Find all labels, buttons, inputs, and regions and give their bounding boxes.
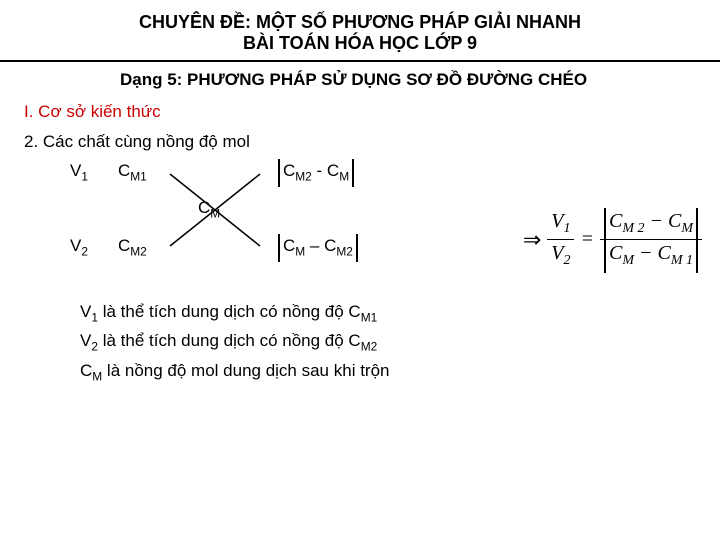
subheader: Dạng 5: PHƯƠNG PHÁP SỬ DỤNG SƠ ĐỒ ĐƯỜNG … (0, 62, 720, 96)
result-formula: ⇒ V1 V2 = CM 2 − CM CM − CM 1 (523, 210, 702, 269)
page-title: CHUYÊN ĐỀ: MỘT SỐ PHƯƠNG PHÁP GIẢI NHANH… (0, 0, 720, 62)
explain-line-3: CM là nồng độ mol dung dịch sau khi trộn (80, 357, 720, 386)
equals-sign: = (580, 228, 594, 251)
section-2-heading: 2. Các chất cùng nồng độ mol (0, 126, 720, 156)
label-v2: V2 (70, 236, 88, 258)
explain-line-2: V2 là thể tích dung dịch có nồng độ CM2 (80, 327, 720, 356)
diff-top: CM2 - CM (278, 161, 354, 183)
label-v1: V1 (70, 161, 88, 183)
label-cm2: CM2 (118, 236, 147, 258)
rhs-fraction: CM 2 − CM CM − CM 1 (600, 210, 702, 269)
title-line2: BÀI TOÁN HÓA HỌC LỚP 9 (243, 33, 477, 53)
title-line1: CHUYÊN ĐỀ: MỘT SỐ PHƯƠNG PHÁP GIẢI NHANH (139, 12, 581, 32)
lhs-fraction: V1 V2 (547, 210, 574, 269)
explanation-block: V1 là thể tích dung dịch có nồng độ CM1 … (0, 286, 720, 386)
diff-bottom: CM – CM2 (278, 236, 358, 258)
section-1-heading: I. Cơ sở kiến thức (0, 96, 720, 126)
label-cm: CM (198, 198, 220, 220)
implies-arrow: ⇒ (523, 227, 541, 253)
explain-line-1: V1 là thể tích dung dịch có nồng độ CM1 (80, 298, 720, 327)
label-cm1: CM1 (118, 161, 147, 183)
page: CHUYÊN ĐỀ: MỘT SỐ PHƯƠNG PHÁP GIẢI NHANH… (0, 0, 720, 540)
